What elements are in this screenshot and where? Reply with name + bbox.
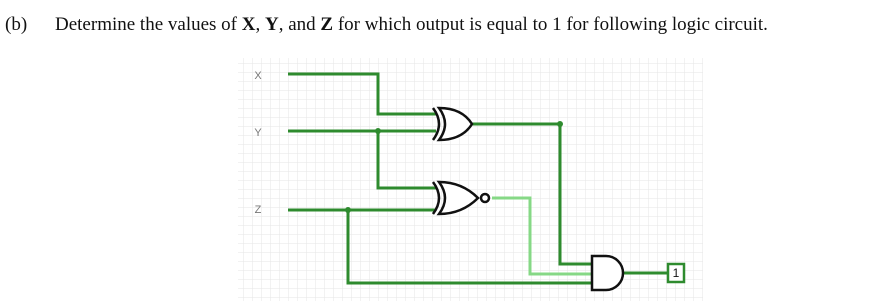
text: ,: [255, 14, 265, 35]
input-label: Z: [255, 204, 262, 216]
xor-gate: [431, 106, 474, 142]
text: , and: [278, 14, 321, 35]
and-gate: [590, 254, 625, 292]
text: Z: [320, 14, 334, 35]
text: X: [241, 14, 256, 35]
question-text: Determine the values of X, Y, and Z for …: [55, 14, 768, 36]
text: for which output is equal to 1 for follo…: [333, 14, 768, 35]
grid: [238, 58, 703, 301]
wires: [288, 72, 668, 285]
xnor-gate: [431, 180, 491, 216]
input-label: Y: [254, 127, 262, 139]
text: Determine the values of: [55, 14, 242, 35]
output-label: 1: [673, 266, 680, 280]
question-label: (b): [5, 14, 28, 35]
input-label: X: [254, 70, 262, 82]
text: Y: [265, 14, 279, 35]
output: 1: [666, 262, 686, 284]
